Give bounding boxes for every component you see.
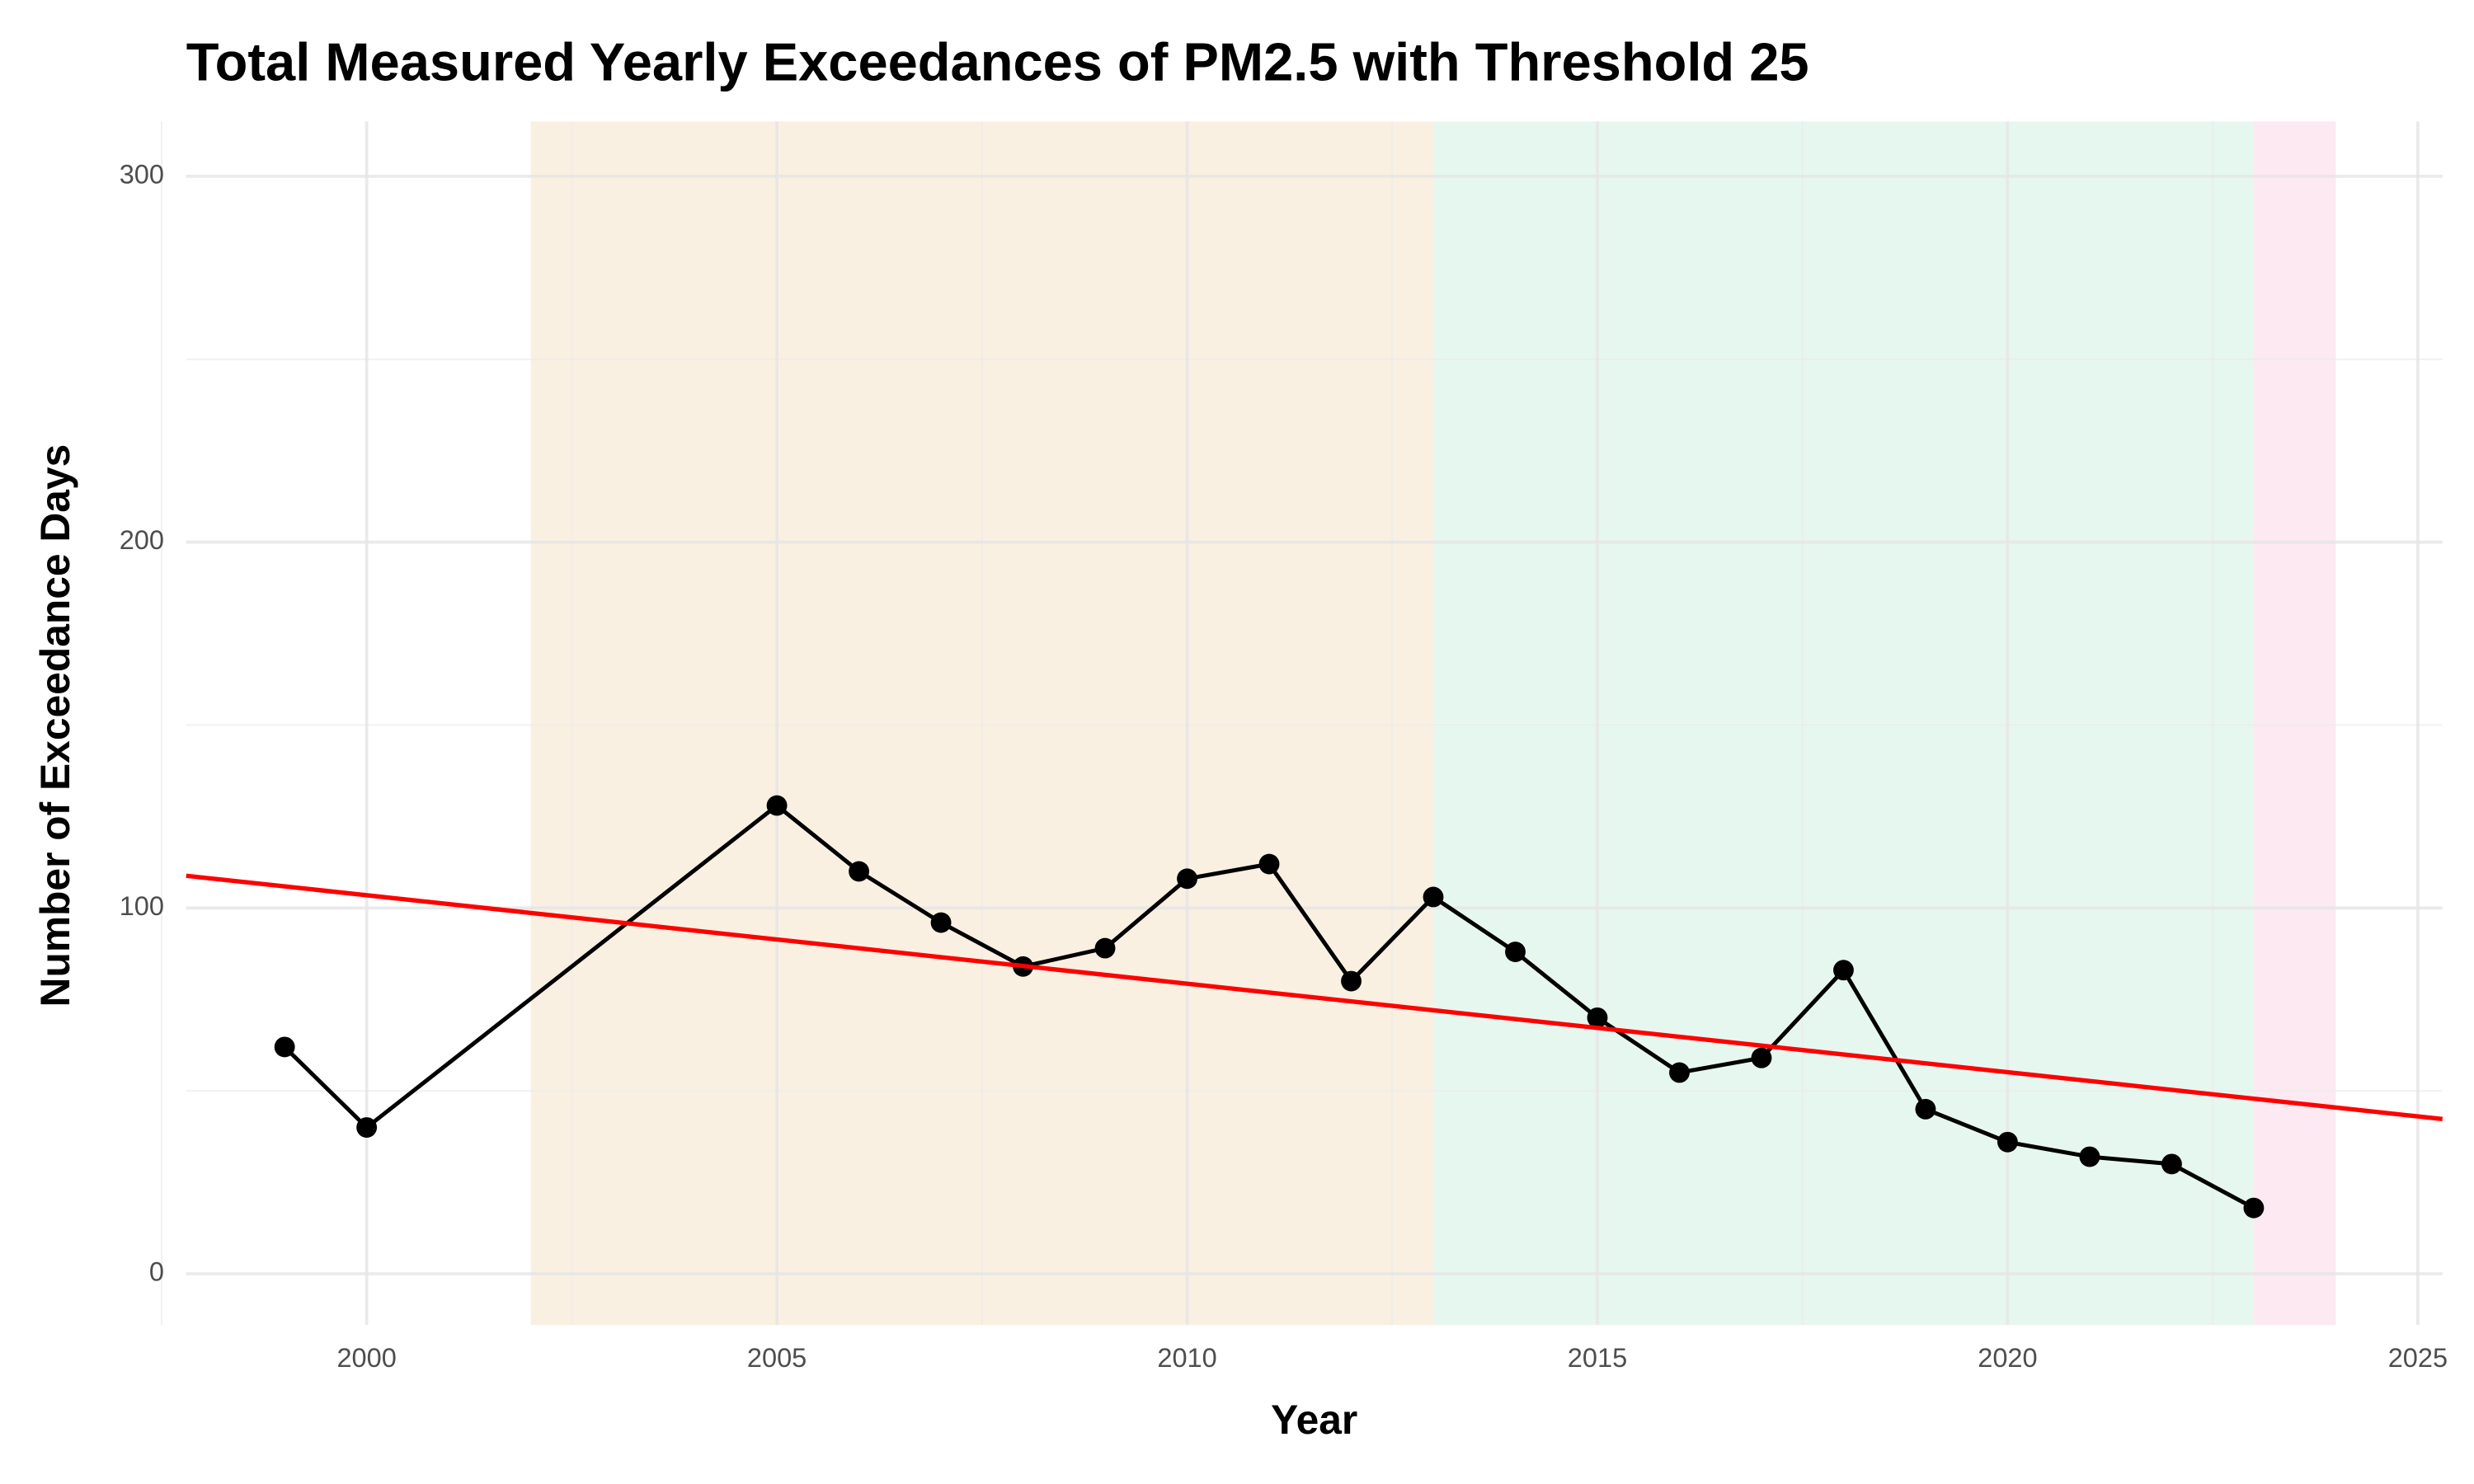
- data-point: [2079, 1146, 2100, 1167]
- x-tick-label: 2005: [747, 1343, 807, 1373]
- y-axis-title: Number of Exceedance Days: [32, 444, 78, 1007]
- shaded-region: [2253, 121, 2336, 1326]
- data-point: [1997, 1131, 2018, 1153]
- data-point: [1341, 970, 1362, 992]
- y-tick-label: 0: [149, 1257, 164, 1287]
- y-tick-label: 200: [120, 525, 164, 555]
- data-point: [1833, 960, 1854, 981]
- trend-line: [186, 873, 2443, 1121]
- data-point: [274, 1036, 295, 1058]
- data-point: [2161, 1153, 2182, 1175]
- x-tick-label: 2025: [2388, 1343, 2448, 1373]
- x-axis-title: Year: [1271, 1397, 1357, 1443]
- y-tick-label: 300: [120, 159, 164, 189]
- data-point: [930, 912, 952, 933]
- data-point: [849, 861, 870, 882]
- data-point: [1915, 1098, 1936, 1120]
- data-point: [1751, 1047, 1772, 1068]
- y-tick-label: 100: [120, 891, 164, 921]
- data-point: [1669, 1062, 1690, 1083]
- x-tick-label: 2010: [1157, 1343, 1216, 1373]
- data-point: [1505, 942, 1526, 962]
- x-tick-label: 2000: [336, 1343, 396, 1373]
- data-point: [1094, 937, 1116, 959]
- chart-title: Total Measured Yearly Exceedances of PM2…: [186, 32, 1809, 92]
- data-point: [766, 795, 788, 816]
- data-point: [1177, 868, 1197, 890]
- x-tick-label: 2015: [1568, 1343, 1627, 1373]
- data-point: [1587, 1007, 1608, 1028]
- data-point: [2243, 1197, 2265, 1219]
- x-tick-label: 2020: [1978, 1343, 2037, 1373]
- data-point: [1258, 853, 1280, 875]
- shaded-region: [1433, 121, 2254, 1326]
- data-point: [356, 1117, 378, 1138]
- data-point: [1423, 886, 1444, 908]
